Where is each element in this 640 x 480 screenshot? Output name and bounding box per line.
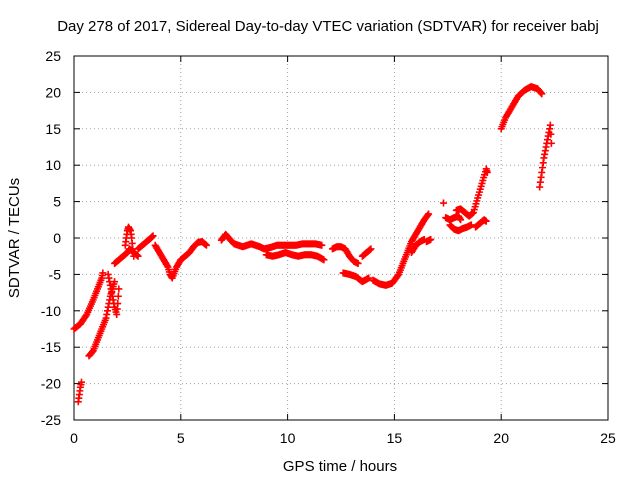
y-tick-label-5: 0 <box>53 230 61 246</box>
data-points <box>70 83 555 406</box>
series-segment-0-20 <box>472 216 490 231</box>
data-point-0-11-28 <box>365 274 373 282</box>
x-tick-label-5: 25 <box>600 430 616 446</box>
series-segment-0-5 <box>121 223 138 260</box>
series-segment-0-8 <box>217 230 326 253</box>
series-segment-0-11 <box>339 269 373 286</box>
data-point-0-1-6 <box>77 378 85 386</box>
grid <box>74 56 608 420</box>
series-segment-0-7 <box>151 238 210 282</box>
series-segment-0-1 <box>74 378 85 406</box>
data-point-0-6-18 <box>149 232 157 240</box>
data-point-0-15-5 <box>427 235 435 243</box>
series-segment-0-22 <box>536 121 555 191</box>
data-point-0-12-10 <box>367 245 375 253</box>
data-point-0-22-15 <box>546 121 554 129</box>
y-tick-label-2: 15 <box>45 121 61 137</box>
x-axis-label: GPS time / hours <box>283 458 397 475</box>
x-tick-label-4: 20 <box>493 430 509 446</box>
y-tick-label-0: 25 <box>45 48 61 64</box>
data-point-0-9-63 <box>320 256 328 264</box>
data-point-0-22-17 <box>547 139 555 147</box>
data-point-0-7-14 <box>163 262 171 270</box>
data-point-0-8-113 <box>318 241 326 249</box>
data-point-0-13-62 <box>424 211 432 219</box>
data-point-0-7-61 <box>202 241 210 249</box>
series-segment-0-2 <box>85 278 119 360</box>
y-tick-label-9: -20 <box>41 376 61 392</box>
series-segment-0-0 <box>70 269 107 333</box>
data-point-0-20-13 <box>482 217 490 225</box>
y-tick-label-8: -15 <box>41 339 61 355</box>
x-tick-label-1: 5 <box>177 430 185 446</box>
data-point-0-22-16 <box>547 130 555 138</box>
series-segment-0-19 <box>452 165 491 220</box>
data-point-0-3-15 <box>114 292 122 300</box>
data-point-0-0-33 <box>99 269 107 277</box>
x-tick-label-0: 0 <box>70 430 78 446</box>
data-point-0-16-0 <box>440 199 448 207</box>
data-point-0-18-25 <box>467 221 475 229</box>
y-tick-label-7: -10 <box>41 303 61 319</box>
y-tick-label-4: 5 <box>53 194 61 210</box>
data-point-0-21-45 <box>538 90 546 98</box>
series-segment-0-15 <box>422 235 435 246</box>
data-point-0-21-44 <box>537 89 545 97</box>
x-tick-label-3: 15 <box>387 430 403 446</box>
y-tick-label-10: -25 <box>41 412 61 428</box>
data-point-0-3-16 <box>115 285 123 293</box>
data-point-0-3-14 <box>114 300 122 308</box>
y-tick-label-6: -5 <box>49 266 62 282</box>
series-segment-0-6 <box>134 232 157 253</box>
series-segment-0-16 <box>440 199 448 207</box>
x-tick-labels: 0 5 10 15 20 25 <box>70 430 616 446</box>
series-segment-0-3 <box>104 270 123 318</box>
data-point-0-19-37 <box>483 168 491 176</box>
y-tick-label-3: 10 <box>45 157 61 173</box>
y-tick-label-1: 20 <box>45 84 61 100</box>
chart-title: Day 278 of 2017, Sidereal Day-to-day VTE… <box>57 18 599 35</box>
ticks <box>73 55 609 421</box>
data-point-0-10-30 <box>354 259 362 267</box>
y-tick-labels: 25 20 15 10 5 0 -5 -10 -15 -20 -25 <box>41 48 61 428</box>
y-axis-label: SDTVAR / TECUs <box>6 178 23 298</box>
series-segment-0-18 <box>446 221 475 235</box>
data-point-0-13-63 <box>425 210 433 218</box>
data-point-0-5-15 <box>130 252 138 260</box>
series-segment-0-21 <box>497 83 546 133</box>
series-segment-0-10 <box>328 243 362 267</box>
series-segment-0-13 <box>369 210 433 289</box>
series-segment-0-17 <box>442 212 465 224</box>
data-point-0-17-18 <box>457 216 465 224</box>
series-segment-0-9 <box>262 249 328 264</box>
x-tick-label-2: 10 <box>280 430 296 446</box>
series-segment-0-12 <box>358 245 375 260</box>
